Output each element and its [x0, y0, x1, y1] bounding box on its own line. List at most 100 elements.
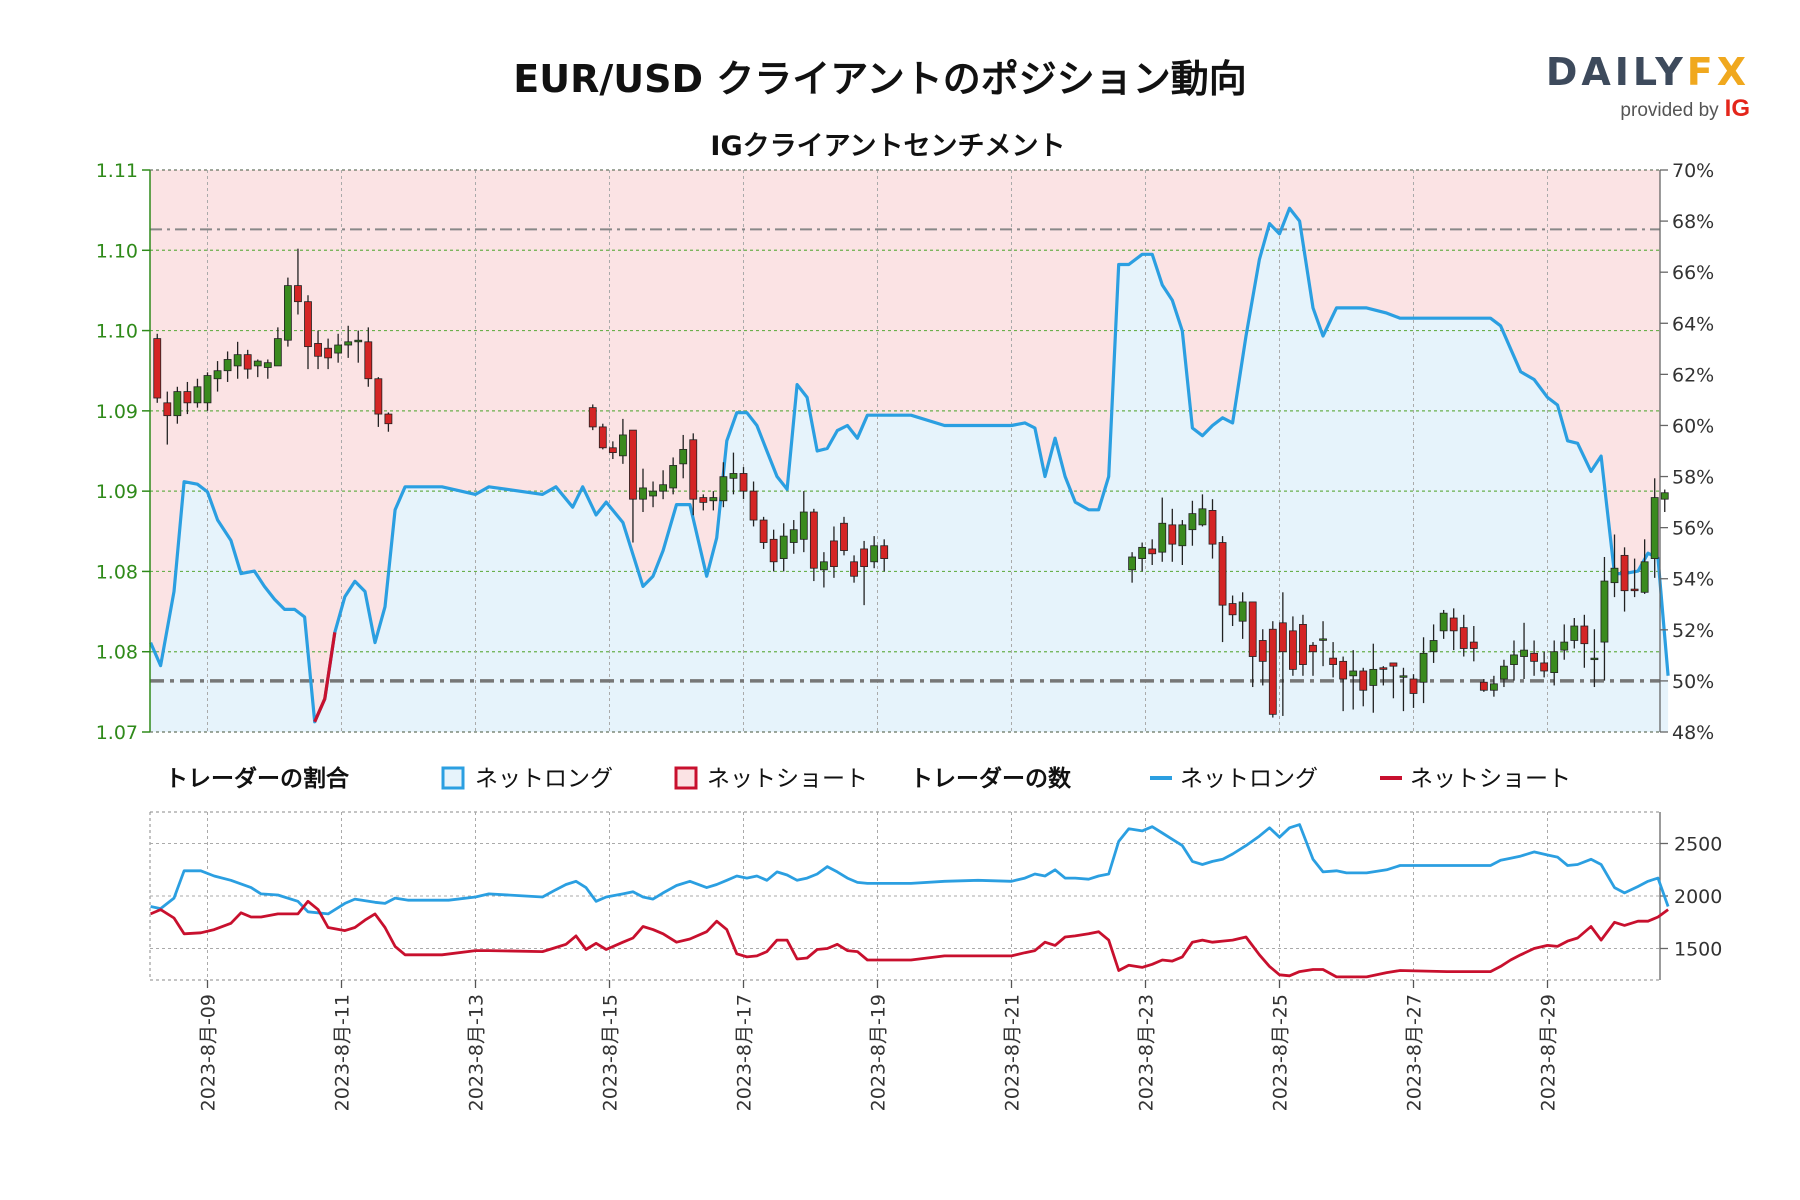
candle-body [1379, 667, 1388, 670]
price-tick-label: 1.07 [96, 722, 138, 744]
candle [689, 433, 698, 516]
candle [860, 540, 868, 606]
candle-body [1610, 567, 1619, 584]
candle [1208, 499, 1217, 559]
candle-body [1409, 678, 1418, 694]
candle [629, 429, 637, 543]
candle [1409, 674, 1418, 708]
candle-body [1228, 603, 1237, 616]
candle [1600, 556, 1609, 681]
candle [1268, 621, 1277, 718]
candle-body [1309, 644, 1317, 653]
count-tick-label: 2500 [1674, 834, 1722, 856]
candle-body [324, 347, 333, 359]
candle [1530, 640, 1538, 676]
candle-body [1359, 670, 1368, 691]
net-long-area [150, 208, 1669, 733]
main-panel: 1.07 1.08 1.08 1.09 1.09 1.10 1.10 1.11 48% 50% 52… [96, 160, 1715, 744]
candle [799, 491, 808, 553]
x-tick-label: 2023-8月-25 [1270, 994, 1292, 1111]
logo-daily: DAILY [1545, 50, 1687, 94]
candle-body [1208, 510, 1217, 545]
candle [1188, 500, 1197, 546]
candle [183, 381, 192, 415]
candle [1178, 520, 1187, 566]
candle-body [1550, 651, 1559, 673]
candle [659, 470, 667, 500]
candle [1540, 651, 1549, 678]
candle [1560, 624, 1569, 660]
candle-body [1520, 649, 1528, 657]
candle-body [840, 522, 848, 551]
candle-body [1510, 654, 1518, 665]
candle-body [1620, 554, 1629, 592]
candle [1439, 609, 1448, 639]
candle [880, 539, 889, 572]
candle-body [163, 402, 172, 417]
candle [273, 327, 282, 367]
price-tick-label: 1.10 [96, 240, 138, 262]
candle [203, 372, 212, 411]
candle [283, 277, 292, 347]
candle [1319, 621, 1327, 667]
legend-ratio-long-swatch [441, 766, 465, 790]
x-tick-label: 2023-8月-19 [868, 994, 890, 1111]
candle-body [789, 529, 798, 543]
candle [1248, 601, 1257, 688]
candle [639, 468, 647, 513]
candle [1148, 539, 1157, 566]
candle [709, 491, 718, 511]
candle [374, 377, 383, 427]
candle-body [1459, 627, 1468, 649]
candle-body [263, 362, 272, 368]
candle-body [1469, 641, 1478, 649]
candle [1490, 675, 1498, 697]
candle-body [598, 426, 607, 449]
candle-body [294, 285, 302, 303]
candle-body [354, 339, 363, 343]
candle-body [1419, 652, 1428, 683]
candle [1369, 643, 1378, 713]
count-net-long-line [150, 823, 1670, 916]
candle [314, 330, 322, 370]
x-axis: 2023-8月-09 2023-8月-11 2023-8月-13 2023-8月-15… [198, 980, 1560, 1111]
legend-count-short-label: ネットショート [1410, 766, 1571, 792]
candle-body [669, 465, 678, 489]
candle [1449, 608, 1458, 651]
candle [1218, 536, 1227, 643]
candle [749, 481, 758, 527]
candle [1389, 662, 1398, 699]
candle-body [1560, 641, 1569, 651]
count-panel: 1500 2000 2500 [149, 811, 1722, 981]
candle-body [1600, 580, 1609, 643]
candle [364, 327, 373, 387]
candle [598, 423, 607, 450]
candle-body [253, 360, 262, 367]
candle-body [1570, 625, 1579, 641]
pct-tick-label: 64% [1672, 313, 1714, 335]
candle-body [1429, 640, 1438, 653]
candle [1510, 640, 1518, 681]
candle [1469, 626, 1478, 662]
candle-body [1590, 657, 1599, 661]
candle-body [153, 338, 162, 399]
candle-body [273, 338, 282, 367]
candle-body [1399, 675, 1408, 678]
candle [739, 467, 748, 500]
candle-body [193, 386, 202, 404]
candle-body [1128, 556, 1136, 571]
candle [830, 526, 838, 578]
candle-body [344, 341, 353, 346]
candle [1379, 666, 1388, 686]
candle [1138, 542, 1147, 572]
candle [1650, 478, 1659, 578]
candle-body [203, 375, 212, 404]
x-tick-label: 2023-8月-11 [332, 994, 354, 1111]
x-tick-label: 2023-8月-27 [1404, 994, 1426, 1111]
candle-body [1439, 612, 1448, 632]
candle-body [1540, 662, 1549, 672]
candle [1238, 592, 1247, 639]
pct-tick-label: 54% [1672, 569, 1714, 591]
candle [263, 359, 272, 379]
